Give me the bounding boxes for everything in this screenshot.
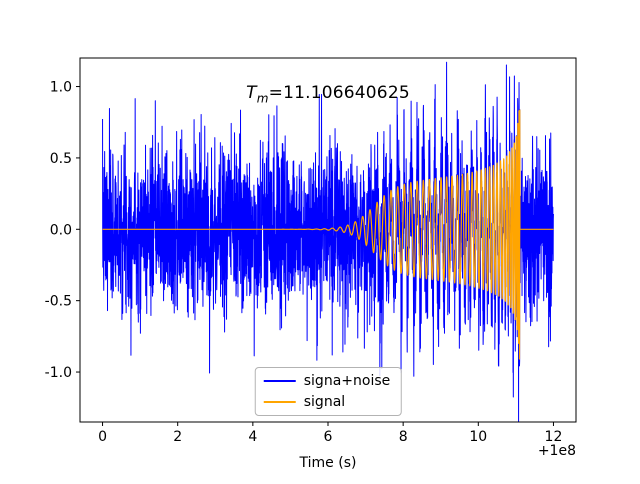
y-tick-label: 0.0 [50,222,72,238]
x-tick-label: 12 [545,429,563,445]
legend-entry-signal-noise: signa+noise [263,373,391,389]
x-axis-offset-text: +1e8 [537,443,576,459]
title-subscript: m [256,91,269,106]
legend-label-signal: signal [303,394,346,410]
x-tick-label: 10 [469,429,487,445]
x-tick-label: 6 [324,429,333,445]
signal-noise-line [102,61,554,422]
y-tick-label: 0.5 [50,151,72,167]
title-value: =11.106640625 [268,83,410,103]
legend-entry-signal: signal [263,394,391,410]
plot-title: Tm=11.106640625 [80,83,576,105]
x-tick-label: 4 [248,429,257,445]
title-variable: T [246,83,257,103]
legend-label-signal-noise: signa+noise [303,373,391,389]
x-tick-label: 0 [98,429,107,445]
y-tick-label: -0.5 [45,294,72,310]
x-axis-label: Time (s) [299,455,357,471]
signal-line [102,109,554,360]
legend-line-sample-orange [263,401,296,403]
x-tick-label: 2 [173,429,182,445]
y-tick-label: -1.0 [45,365,72,381]
x-tick-label: 8 [399,429,408,445]
legend-line-sample-blue [263,380,296,382]
legend: signa+noise signal [254,367,402,416]
y-tick-label: 1.0 [50,80,72,96]
